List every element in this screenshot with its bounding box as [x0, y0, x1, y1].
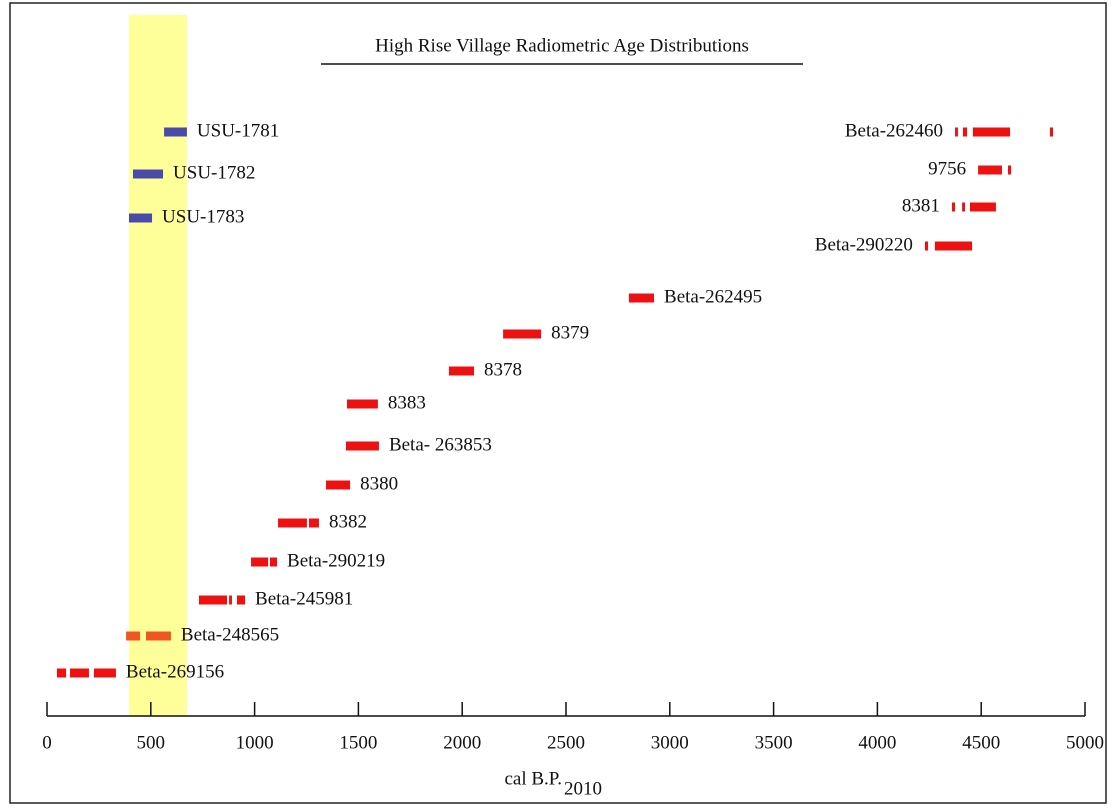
highlight-band: [129, 15, 187, 716]
range-bar: [346, 399, 378, 409]
sample-label: 8382: [329, 511, 367, 532]
range-bar: [251, 557, 269, 567]
range-bar: [503, 329, 542, 339]
range-bar: [56, 668, 67, 678]
sample-label: Beta-269156: [126, 661, 224, 682]
x-tick-label: 2000: [443, 732, 481, 753]
range-bar: [269, 557, 278, 567]
range-bar: [198, 595, 227, 605]
sample-label: Beta-262460: [845, 120, 943, 141]
range-bar: [978, 165, 1002, 175]
range-bar: [229, 595, 232, 605]
range-bar: [1049, 127, 1054, 137]
range-bar: [951, 202, 956, 212]
range-bar: [129, 213, 153, 223]
sample-label: 9756: [928, 158, 966, 179]
sample-label: Beta- 263853: [389, 434, 492, 455]
x-tick-label: 4000: [858, 732, 896, 753]
sample-label: USU-1781: [197, 120, 279, 141]
sample-label: 8381: [902, 195, 940, 216]
range-bar: [326, 480, 351, 490]
range-bar: [955, 127, 958, 137]
range-bar: [1007, 165, 1012, 175]
sample-label: 8380: [360, 473, 398, 494]
sample-label: USU-1783: [162, 206, 244, 227]
range-bar: [70, 668, 89, 678]
frame: [9, 2, 1107, 804]
x-tick-label: 1000: [236, 732, 274, 753]
range-bar: [962, 127, 968, 137]
range-bar: [236, 595, 246, 605]
sample-label: 8379: [551, 322, 589, 343]
range-bar: [278, 518, 307, 528]
sample-label: 8378: [484, 359, 522, 380]
range-bar: [345, 441, 379, 451]
x-tick-label: 5000: [1066, 732, 1104, 753]
range-bar: [164, 127, 187, 137]
sample-label: Beta-248565: [181, 624, 279, 645]
range-bar: [628, 293, 655, 303]
sample-label: USU-1782: [173, 162, 255, 183]
range-bar: [132, 169, 164, 179]
x-tick-label: 500: [137, 732, 166, 753]
x-tick-label: 2500: [547, 732, 585, 753]
range-bar: [924, 241, 929, 251]
chart-title: High Rise Village Radiometric Age Distri…: [375, 35, 749, 56]
x-tick-label: 3500: [755, 732, 793, 753]
range-bar: [969, 202, 996, 212]
range-bar: [972, 127, 1011, 137]
sample-label: 8383: [388, 392, 426, 413]
x-tick-label: 1500: [339, 732, 377, 753]
x-axis-label-subscript: 2010: [564, 778, 602, 799]
range-bar: [308, 518, 319, 528]
sample-label: Beta-262495: [664, 286, 762, 307]
range-bar: [93, 668, 116, 678]
sample-label: Beta-290219: [287, 550, 385, 571]
x-tick-label: 0: [42, 732, 52, 753]
x-axis-label: cal B.P.: [504, 768, 562, 789]
range-bar: [126, 631, 141, 641]
sample-label: Beta-245981: [255, 588, 353, 609]
range-bar: [934, 241, 973, 251]
range-bar: [448, 366, 475, 376]
sample-label: Beta-290220: [815, 234, 913, 255]
x-tick-label: 4500: [962, 732, 1000, 753]
range-bar: [146, 631, 171, 641]
x-tick-label: 3000: [651, 732, 689, 753]
range-bar: [962, 202, 966, 212]
